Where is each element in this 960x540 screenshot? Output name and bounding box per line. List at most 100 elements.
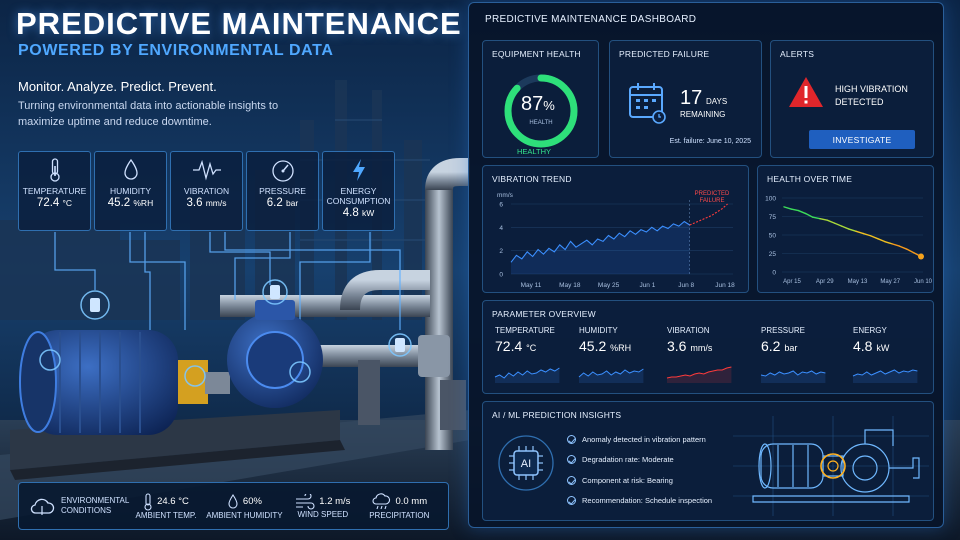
insight-item: Degradation rate: Moderate bbox=[567, 450, 712, 471]
param-energy[interactable]: ENERGY 4.8 kW bbox=[853, 326, 890, 354]
sparkline-area bbox=[495, 368, 560, 383]
sensor-card-temperature[interactable]: TEMPERATURE 72.4 °C bbox=[18, 151, 91, 231]
sensor-value: 3.6 mm/s bbox=[186, 197, 227, 209]
hero-title: PREDICTIVE MAINTENANCE bbox=[16, 6, 462, 41]
sensor-label: ENERGY CONSUMPTION bbox=[326, 186, 391, 206]
sparkline-area bbox=[667, 367, 732, 383]
alerts-title: ALERTS bbox=[780, 49, 815, 59]
predicted-failure-title: PREDICTED FAILURE bbox=[619, 49, 710, 59]
vibration-trend-title: VIBRATION TREND bbox=[492, 174, 572, 184]
health-line-segment bbox=[833, 222, 843, 227]
insight-item: Component at risk: Bearing bbox=[567, 470, 712, 491]
insight-item: Anomaly detected in vibration pattern bbox=[567, 429, 712, 450]
estimated-failure-date: Est. failure: June 10, 2025 bbox=[669, 138, 751, 145]
sensor-label: TEMPERATURE bbox=[22, 186, 87, 196]
health-line-segment bbox=[884, 240, 893, 245]
health-line-segment bbox=[855, 230, 865, 235]
health-line-segment bbox=[790, 208, 800, 212]
sparkline-energy bbox=[852, 369, 918, 377]
vibration-series-line bbox=[510, 220, 690, 263]
y-tick-label: 25 bbox=[769, 251, 777, 258]
vibration-trend-chart: mm/s 0 2 4 6 May 11 May 18 May 25 Jun 1 Jun 8 Jun … bbox=[497, 191, 735, 289]
wind-icon bbox=[296, 493, 315, 510]
parameter-overview-title: PARAMETER OVERVIEW bbox=[492, 309, 596, 319]
x-tick-label: May 11 bbox=[521, 282, 542, 289]
sensor-value: 4.8 kW bbox=[342, 207, 375, 219]
sensor-card-energy[interactable]: ENERGY CONSUMPTION 4.8 kW bbox=[322, 151, 395, 231]
health-line-segment bbox=[898, 245, 908, 250]
sensor-label: PRESSURE bbox=[259, 186, 306, 196]
param-temperature[interactable]: TEMPERATURE 72.4 °C bbox=[495, 326, 555, 354]
vibration-area bbox=[511, 221, 690, 274]
health-line-segment bbox=[848, 228, 857, 233]
insight-item: Recommendation: Schedule inspection bbox=[567, 491, 712, 512]
parameter-overview-card: PARAMETER OVERVIEW TEMPERATURE 72.4 °C HU… bbox=[482, 300, 934, 394]
sparkline-humidity bbox=[578, 368, 644, 378]
param-humidity[interactable]: HUMIDITY 45.2 %RH bbox=[579, 326, 632, 354]
sensor-label: HUMIDITY bbox=[109, 186, 152, 196]
droplet-icon bbox=[123, 158, 138, 180]
y-tick-label: 0 bbox=[499, 272, 503, 279]
sparkline-temperature bbox=[494, 367, 560, 379]
x-tick-label: May 18 bbox=[559, 282, 581, 289]
y-tick-label: 0 bbox=[772, 270, 776, 277]
health-line-segment bbox=[819, 218, 828, 221]
investigate-button[interactable]: INVESTIGATE bbox=[809, 130, 915, 149]
x-tick-label: Apr 29 bbox=[816, 279, 834, 285]
health-line-segment bbox=[869, 235, 879, 240]
hero-description: Turning environmental data into actionab… bbox=[18, 100, 279, 128]
health-sub-label: HEALTH bbox=[529, 120, 553, 126]
parameter-sparklines bbox=[494, 366, 918, 383]
y-tick-label: 6 bbox=[499, 202, 503, 209]
vibration-trend-card[interactable]: VIBRATION TREND mm/s 0 2 4 6 May 11 May 18 May … bbox=[482, 165, 749, 293]
health-line-segment bbox=[812, 216, 821, 220]
sensor-cards: TEMPERATURE 72.4 °C HUMIDITY 45.2 %RH VI… bbox=[18, 151, 395, 231]
health-line-segment bbox=[891, 243, 901, 247]
remaining-label: REMAINING bbox=[680, 110, 726, 119]
y-tick-label: 100 bbox=[765, 196, 776, 203]
equipment-health-card[interactable]: EQUIPMENT HEALTH 87% HEALTH HEALTHY bbox=[482, 40, 599, 158]
days-unit: DAYS bbox=[706, 97, 728, 106]
sensor-card-humidity[interactable]: HUMIDITY 45.2 %RH bbox=[94, 151, 167, 231]
sparkline-vibration bbox=[666, 366, 732, 379]
health-line-segment bbox=[826, 219, 836, 224]
ai-badge-text: AI bbox=[521, 458, 531, 470]
predicted-failure-card[interactable]: PREDICTED FAILURE 17 DAYS REMAINING Est.… bbox=[609, 40, 762, 158]
sensor-card-vibration[interactable]: VIBRATION 3.6 mm/s bbox=[170, 151, 243, 231]
param-pressure[interactable]: PRESSURE 6.2 bar bbox=[761, 326, 806, 354]
health-line-segment bbox=[905, 248, 915, 254]
health-over-time-chart: 0 25 50 75 100 Apr 15 Apr 29 May 13 May 27 Jun 10 bbox=[765, 196, 933, 286]
y-axis-unit: mm/s bbox=[497, 192, 514, 199]
alerts-card: ALERTS HIGH VIBRATION DETECTED INVESTIGAT… bbox=[770, 40, 934, 158]
dashboard-title: PREDICTIVE MAINTENANCE DASHBOARD bbox=[485, 14, 697, 25]
days-remaining-value: 17 bbox=[680, 87, 703, 109]
health-status: HEALTHY bbox=[517, 147, 552, 156]
droplet-icon bbox=[228, 493, 238, 509]
x-tick-label: May 13 bbox=[848, 279, 868, 285]
equipment-health-title: EQUIPMENT HEALTH bbox=[492, 49, 581, 59]
sensor-label: VIBRATION bbox=[183, 186, 230, 196]
sparkline-area bbox=[579, 369, 644, 383]
x-tick-label: May 27 bbox=[880, 279, 900, 285]
param-vibration[interactable]: VIBRATION 3.6 mm/s bbox=[667, 326, 713, 354]
environmental-conditions-label: ENVIRONMENTAL CONDITIONS bbox=[29, 496, 129, 516]
health-line-segment bbox=[840, 225, 850, 230]
env-wind-speed: 1.2 m/s WIND SPEED bbox=[287, 493, 358, 519]
sensor-value: 45.2 %RH bbox=[107, 197, 154, 209]
health-line-segment bbox=[877, 237, 886, 243]
predicted-series-line bbox=[689, 203, 728, 226]
health-line-segment bbox=[797, 209, 807, 215]
sparkline-area bbox=[853, 370, 918, 383]
health-value: 87% bbox=[521, 93, 555, 115]
health-line-segment bbox=[783, 206, 792, 210]
sensor-card-pressure[interactable]: PRESSURE 6.2 bar bbox=[246, 151, 319, 231]
x-tick-label: Apr 15 bbox=[783, 279, 801, 285]
gauge-icon bbox=[271, 160, 294, 182]
warning-icon bbox=[789, 77, 823, 107]
x-tick-label: Jun 8 bbox=[678, 282, 694, 289]
ai-insights-card: AI / ML PREDICTION INSIGHTS AI Anomaly d… bbox=[482, 401, 934, 521]
x-tick-label: May 25 bbox=[598, 282, 620, 289]
health-over-time-card[interactable]: HEALTH OVER TIME 0 25 50 75 100 Apr 15 Apr 29 M… bbox=[757, 165, 934, 293]
sensor-value: 6.2 bar bbox=[266, 197, 299, 209]
health-over-time-title: HEALTH OVER TIME bbox=[767, 174, 853, 184]
